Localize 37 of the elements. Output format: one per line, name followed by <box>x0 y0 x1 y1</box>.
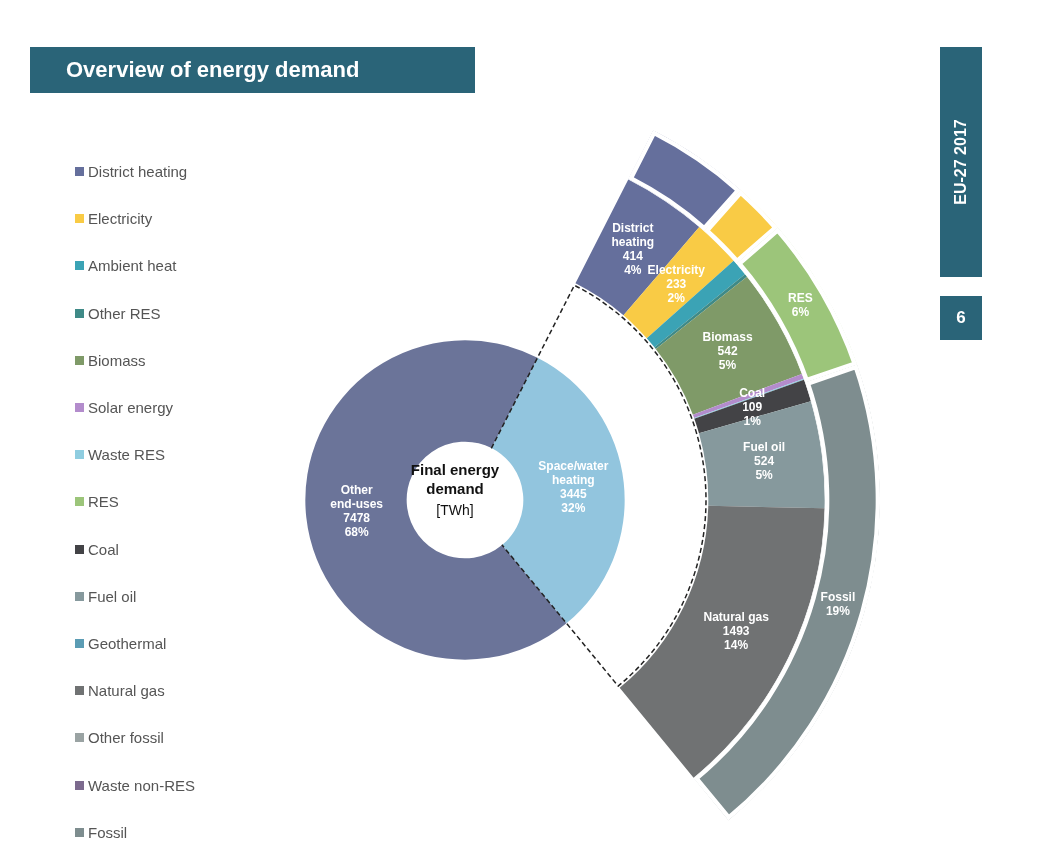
data-label: 233 2% <box>666 277 687 306</box>
data-label: 6% <box>791 305 810 320</box>
legend-label: Other fossil <box>88 729 164 747</box>
data-label: 524 5% <box>754 454 775 482</box>
legend-label: Biomass <box>88 351 146 369</box>
legend-label: Electricity <box>88 210 153 228</box>
data-label: 414 4% <box>622 248 644 277</box>
legend-label: Ambient heat <box>88 257 177 275</box>
text: [TWh] <box>435 502 475 518</box>
text: 6 <box>940 296 982 340</box>
data-label: 109 1% <box>742 400 763 429</box>
slice-label: Biomass <box>702 330 753 345</box>
data-label: 3445 32% <box>560 487 588 516</box>
category-label: Fossil <box>820 590 856 605</box>
legend-label: Waste RES <box>88 446 165 464</box>
legend-label: Natural gas <box>88 682 165 700</box>
legend-label: Fossil <box>88 823 128 841</box>
slice-label: District heating <box>611 220 655 249</box>
category-label: RES <box>788 291 813 306</box>
legend-label: Coal <box>88 540 119 558</box>
data-label: 542 5% <box>717 344 738 373</box>
legend-label: Fuel oil <box>88 587 137 605</box>
legend-label: Other RES <box>88 304 161 322</box>
data-label: 1493 14% <box>722 624 750 653</box>
slice-label: Fuel oil <box>743 440 786 454</box>
text: EU-27 2017 <box>952 119 970 205</box>
slice-label: Other end-uses <box>330 483 384 512</box>
legend-label: Solar energy <box>88 399 174 417</box>
slice-label: Space/water heating <box>538 459 609 488</box>
chart-title: Overview of energy demand <box>30 47 475 93</box>
data-label: 19% <box>825 604 851 619</box>
legend-label: RES <box>88 493 119 511</box>
legend-label: Geothermal <box>88 634 167 652</box>
legend-label: District heating <box>88 163 188 181</box>
slice-label: Natural gas <box>703 610 770 625</box>
data-label: 7478 68% <box>343 511 371 540</box>
legend-label: Waste non-RES <box>88 776 195 794</box>
